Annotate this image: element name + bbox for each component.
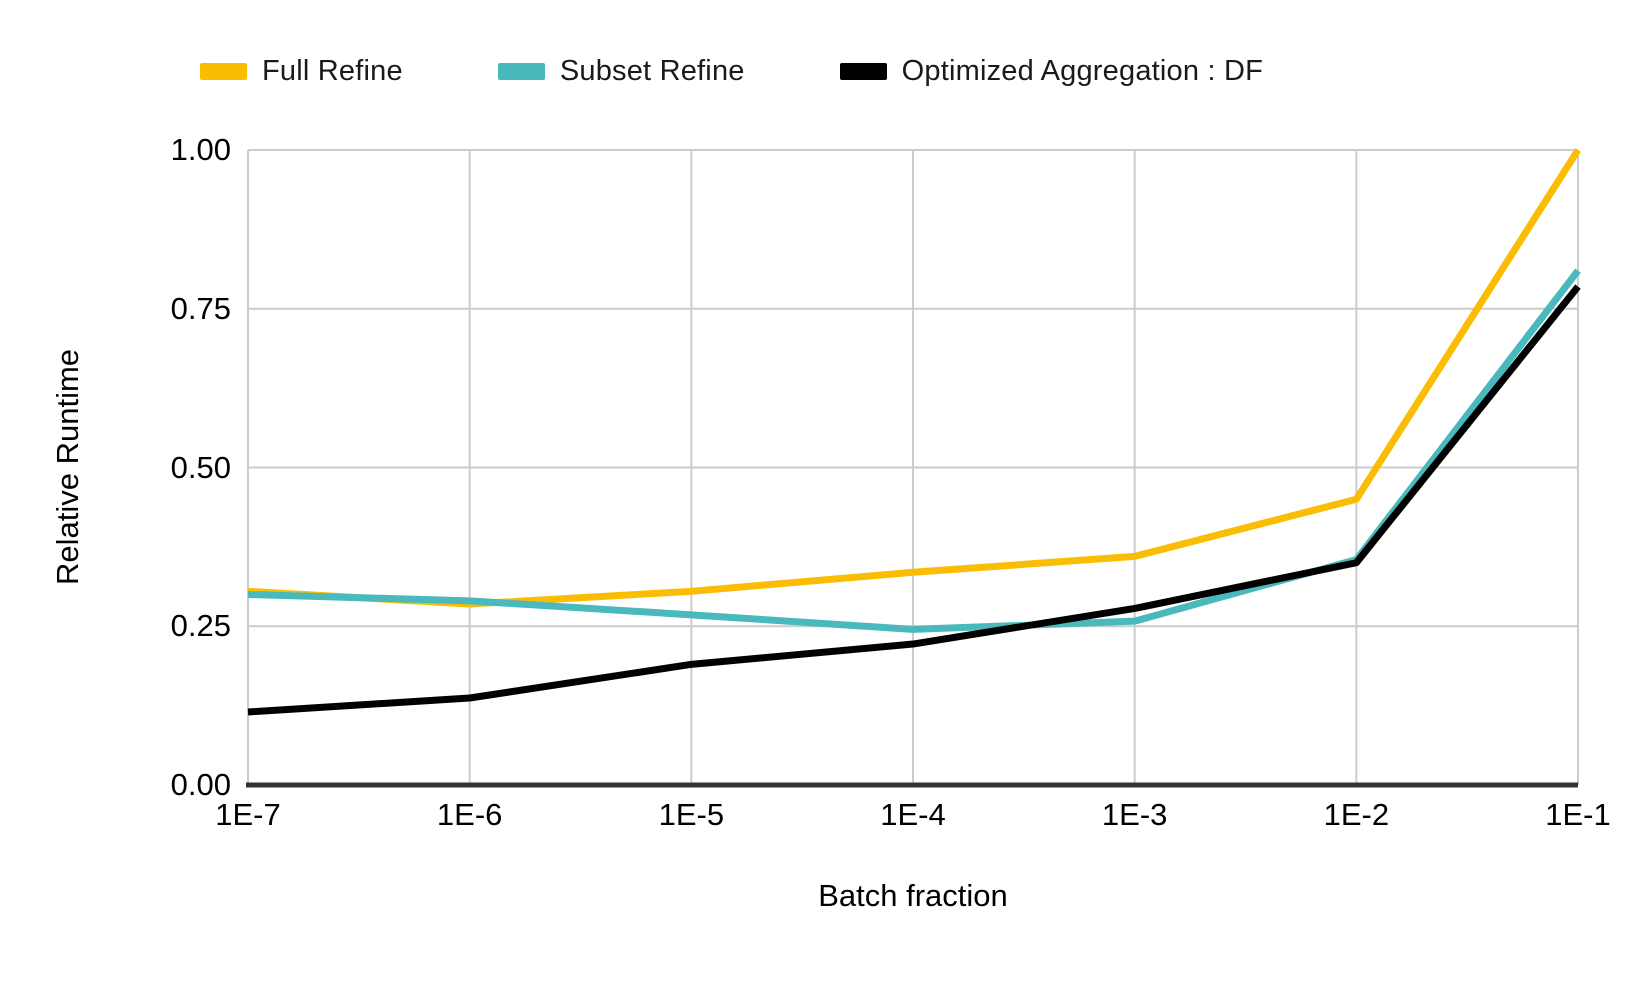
y-tick-label-0.25: 0.25 (170, 608, 231, 644)
legend-item-full-refine: Full Refine (200, 55, 403, 88)
legend-item-subset-refine: Subset Refine (497, 54, 745, 88)
x-tick-label-1E-1: 1E-1 (1545, 797, 1611, 832)
x-tick-label-1E-7: 1E-7 (215, 797, 281, 832)
chart-legend: Full Refine Subset Refine Optimized Aggreg… (200, 50, 1263, 92)
x-axis-title: Batch fraction (818, 878, 1008, 913)
legend-item-optimized-aggregation-df: Optimized Aggregation : DF (839, 54, 1264, 88)
legend-swatch-full-refine (200, 62, 247, 80)
x-tick-label-1E-2: 1E-2 (1323, 797, 1390, 832)
legend-label-subset-refine: Subset Refine (559, 54, 745, 87)
y-tick-label-0.75: 0.75 (170, 290, 231, 326)
y-axis-title: Relative Runtime (50, 348, 85, 586)
legend-swatch-optimized-aggregation-df (839, 62, 887, 80)
y-tick-label-0.50: 0.50 (170, 449, 231, 485)
x-tick-label-1E-4: 1E-4 (880, 797, 946, 832)
x-tick-label-1E-5: 1E-5 (658, 797, 725, 832)
x-tick-label-1E-3: 1E-3 (1101, 797, 1168, 832)
legend-label-full-refine: Full Refine (262, 54, 403, 87)
y-tick-label-1.00: 1.00 (170, 132, 231, 167)
legend-swatch-subset-refine (497, 62, 545, 80)
legend-label-optimized-aggregation-df: Optimized Aggregation : DF (901, 54, 1264, 87)
series-line-optimized-aggregation-df (247, 284, 1581, 716)
y-tick-label-0.00: 0.00 (170, 767, 231, 802)
x-tick-label-1E-6: 1E-6 (436, 797, 503, 832)
